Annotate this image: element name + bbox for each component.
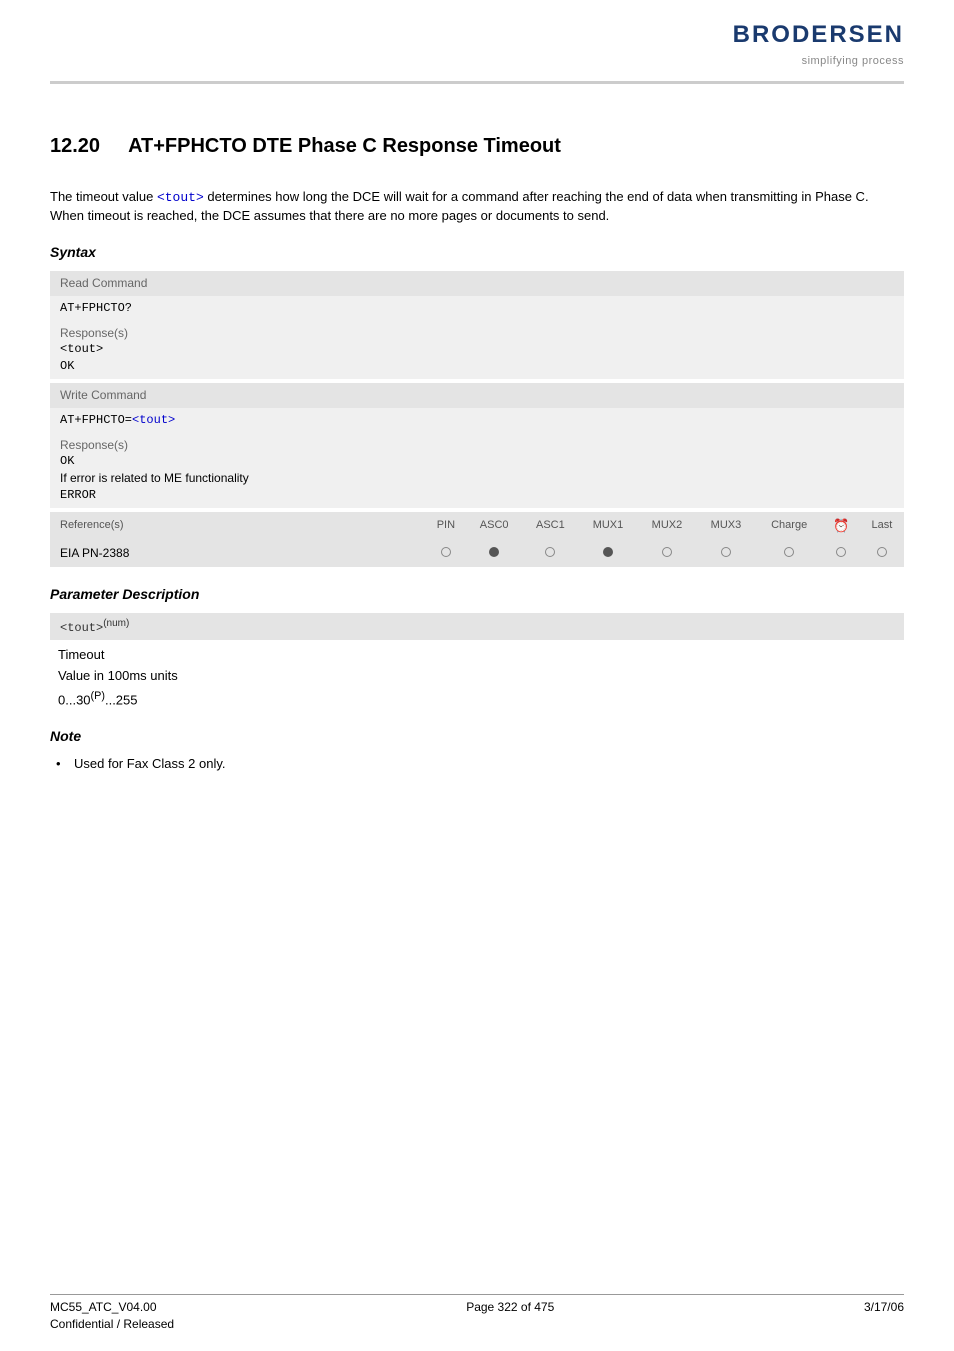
write-command-prefix: AT+FPHCTO= — [60, 413, 132, 427]
ref-th-charge: Charge — [755, 512, 822, 540]
logo-text: BRODERSEN — [50, 18, 904, 52]
dot-filled-icon — [603, 547, 613, 557]
ref-cell-asc1 — [522, 540, 578, 567]
param-sup: (num) — [103, 618, 129, 629]
ref-th-references: Reference(s) — [50, 512, 426, 540]
param-heading: Parameter Description — [50, 585, 904, 605]
write-response-error-desc: If error is related to ME functionality — [60, 470, 894, 487]
write-command-param[interactable]: <tout> — [132, 413, 175, 427]
read-command-label: Read Command — [50, 271, 904, 296]
ref-th-last: Last — [860, 512, 904, 540]
dot-empty-icon — [441, 547, 451, 557]
section-number: 12.20 — [50, 132, 100, 160]
note-heading: Note — [50, 727, 904, 747]
dot-empty-icon — [545, 547, 555, 557]
read-command-code: AT+FPHCTO? — [50, 296, 904, 321]
note-item: Used for Fax Class 2 only. — [56, 755, 904, 773]
ref-th-asc0: ASC0 — [466, 512, 522, 540]
header-logo-area: BRODERSEN simplifying process — [50, 0, 904, 75]
ref-cell-last — [860, 540, 904, 567]
ref-cell-mux3 — [696, 540, 755, 567]
dot-empty-icon — [662, 547, 672, 557]
ref-th-mux1: MUX1 — [578, 512, 637, 540]
page-footer: MC55_ATC_V04.00 Page 322 of 475 3/17/06 … — [50, 1294, 904, 1333]
write-command-label: Write Command — [50, 383, 904, 408]
footer-right: 3/17/06 — [864, 1299, 904, 1316]
write-responses: Response(s) OK If error is related to ME… — [50, 433, 904, 508]
read-responses-label: Response(s) — [60, 325, 894, 342]
footer-rule — [50, 1294, 904, 1295]
write-response-error: ERROR — [60, 487, 894, 504]
read-command-block: Read Command AT+FPHCTO? Response(s) <tou… — [50, 271, 904, 379]
ref-cell-asc0 — [466, 540, 522, 567]
param-code-header: <tout>(num) — [50, 613, 904, 641]
dot-empty-icon — [721, 547, 731, 557]
param-body: Timeout Value in 100ms units 0...30(P)..… — [50, 646, 904, 709]
header-rule — [50, 81, 904, 84]
footer-left1: MC55_ATC_V04.00 — [50, 1299, 157, 1316]
ref-th-asc1: ASC1 — [522, 512, 578, 540]
read-response-tout[interactable]: <tout> — [60, 342, 103, 356]
note-list: Used for Fax Class 2 only. — [50, 755, 904, 773]
read-responses: Response(s) <tout> OK — [50, 321, 904, 379]
alarm-icon: ⏰ — [833, 517, 849, 535]
ref-cell-mux1 — [578, 540, 637, 567]
ref-th-mux2: MUX2 — [637, 512, 696, 540]
section-heading-text: AT+FPHCTO DTE Phase C Response Timeout — [128, 135, 561, 157]
section-title: 12.20 AT+FPHCTO DTE Phase C Response Time… — [50, 132, 904, 160]
write-responses-label: Response(s) — [60, 437, 894, 454]
footer-center: Page 322 of 475 — [466, 1299, 554, 1316]
intro-pre: The timeout value — [50, 189, 157, 204]
footer-left2: Confidential / Released — [50, 1316, 904, 1333]
write-command-code: AT+FPHCTO=<tout> — [50, 408, 904, 433]
param-line2: Value in 100ms units — [58, 667, 896, 685]
ref-th-mux3: MUX3 — [696, 512, 755, 540]
ref-row-label: EIA PN-2388 — [50, 540, 426, 567]
ref-table-header-row: Reference(s) PIN ASC0 ASC1 MUX1 MUX2 MUX… — [50, 512, 904, 540]
write-command-block: Write Command AT+FPHCTO=<tout> Response(… — [50, 383, 904, 508]
ref-cell-mux2 — [637, 540, 696, 567]
param-line3: 0...30(P)...255 — [58, 689, 896, 710]
ref-cell-alarm — [823, 540, 860, 567]
read-response-ok: OK — [60, 358, 894, 375]
ref-cell-pin — [426, 540, 466, 567]
ref-table-row: EIA PN-2388 — [50, 540, 904, 567]
reference-table: Reference(s) PIN ASC0 ASC1 MUX1 MUX2 MUX… — [50, 512, 904, 567]
ref-cell-charge — [755, 540, 822, 567]
ref-th-pin: PIN — [426, 512, 466, 540]
intro-paragraph: The timeout value <tout> determines how … — [50, 188, 904, 225]
ref-th-alarm: ⏰ — [823, 512, 860, 540]
dot-empty-icon — [836, 547, 846, 557]
write-response-ok: OK — [60, 453, 894, 470]
intro-code[interactable]: <tout> — [157, 190, 204, 205]
param-line1: Timeout — [58, 646, 896, 664]
logo-tagline: simplifying process — [50, 54, 904, 69]
dot-filled-icon — [489, 547, 499, 557]
dot-empty-icon — [784, 547, 794, 557]
syntax-heading: Syntax — [50, 243, 904, 263]
dot-empty-icon — [877, 547, 887, 557]
param-code: <tout> — [60, 621, 103, 635]
